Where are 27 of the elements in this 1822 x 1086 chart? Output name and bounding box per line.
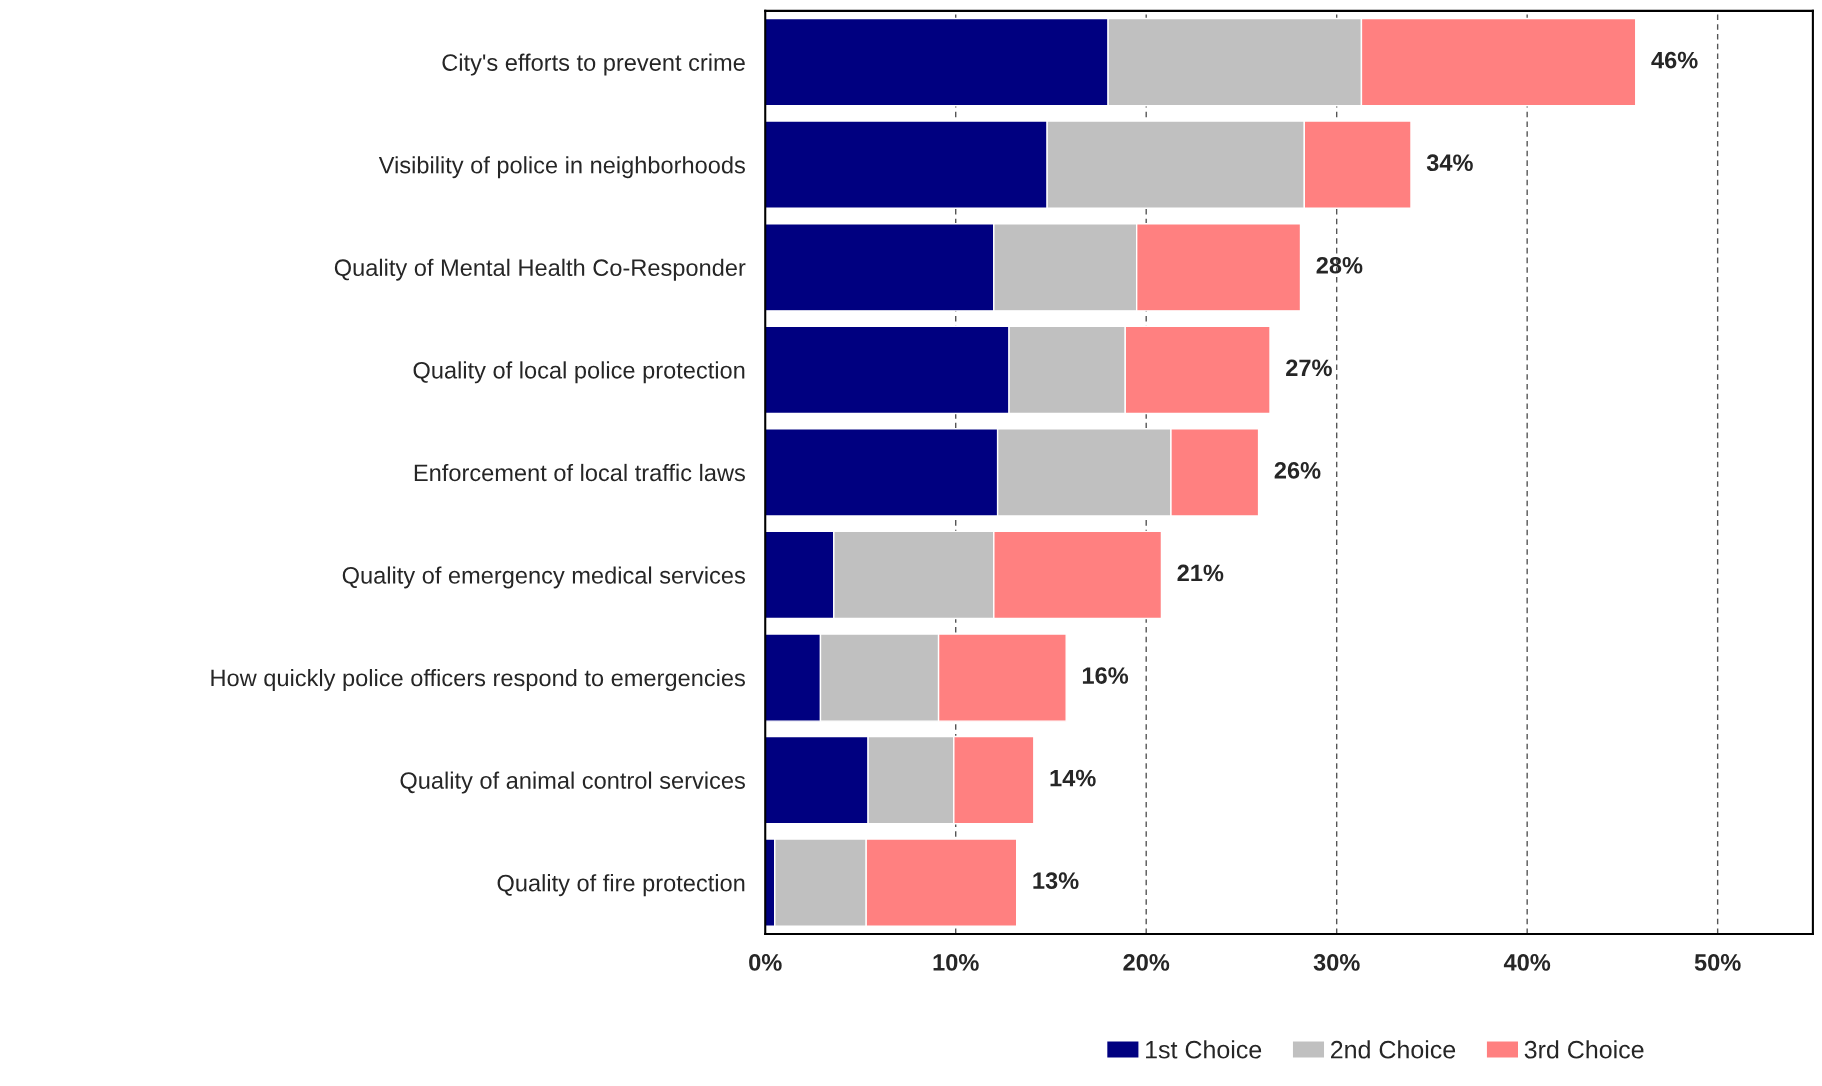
legend-label: 2nd Choice bbox=[1330, 1040, 1456, 1059]
y-tick-label: Quality of fire protection bbox=[497, 874, 745, 897]
total-label: 16% bbox=[1082, 667, 1129, 684]
y-tick-label: City's efforts to prevent crime bbox=[442, 53, 745, 76]
y-tick-label: Quality of emergency medical services bbox=[342, 566, 745, 589]
total-label: 13% bbox=[1033, 872, 1079, 890]
y-tick-label: How quickly police officers respond to emergencies bbox=[211, 668, 745, 691]
x-tick-label: 20% bbox=[1123, 954, 1170, 971]
total-label: 14% bbox=[1050, 769, 1096, 787]
legend-label: 1st Choice bbox=[1146, 1040, 1262, 1059]
y-tick-label: Quality of Mental Health Co-Responder bbox=[334, 258, 746, 281]
total-label: 27% bbox=[1286, 359, 1332, 377]
total-label: 26% bbox=[1274, 462, 1321, 479]
y-tick-label: Enforcement of local traffic laws bbox=[414, 463, 745, 482]
total-label: 34% bbox=[1426, 154, 1473, 172]
x-tick-label: 40% bbox=[1503, 954, 1551, 971]
y-tick-label: Quality of animal control services bbox=[400, 771, 745, 794]
y-tick-label: Visibility of police in neighborhoods bbox=[378, 156, 745, 179]
total-label: 21% bbox=[1177, 564, 1224, 582]
x-tick-label: 0% bbox=[749, 954, 782, 971]
total-label: 28% bbox=[1316, 256, 1363, 274]
x-tick-label: 50% bbox=[1694, 954, 1741, 971]
legend-label: 3rd Choice bbox=[1524, 1040, 1644, 1059]
x-tick-label: 30% bbox=[1313, 954, 1360, 971]
total-label: 46% bbox=[1651, 51, 1698, 69]
x-tick-label: 10% bbox=[933, 954, 979, 971]
y-tick-label: Quality of local police protection bbox=[413, 361, 745, 384]
